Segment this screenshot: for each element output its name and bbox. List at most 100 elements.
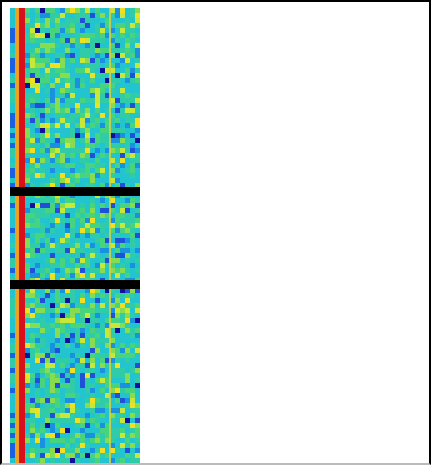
heatmap-cell <box>10 453 15 458</box>
heatmap-cell <box>100 123 105 128</box>
heatmap-cell <box>70 113 75 118</box>
heatmap-cell <box>30 73 35 78</box>
heatmap-cell <box>40 383 45 388</box>
heatmap-cell <box>10 223 15 228</box>
heatmap-cell <box>55 103 60 108</box>
heatmap-cell <box>90 93 95 98</box>
heatmap-cell <box>65 463 70 464</box>
heatmap-cell <box>40 103 45 108</box>
heatmap-cell <box>105 53 110 58</box>
heatmap-cell <box>60 413 65 418</box>
heatmap-cell <box>25 103 30 108</box>
heatmap-cell <box>100 128 105 133</box>
heatmap-cell <box>110 203 115 208</box>
heatmap-cell <box>25 353 30 358</box>
heatmap-cell <box>110 308 115 313</box>
heatmap-cell <box>110 373 115 378</box>
heatmap-cell <box>100 133 105 138</box>
heatmap-cell <box>105 83 110 88</box>
heatmap-cell <box>80 318 85 323</box>
heatmap-cell <box>80 333 85 338</box>
heatmap-cell <box>105 123 110 128</box>
heatmap-cell <box>120 323 125 328</box>
heatmap-cell <box>25 133 30 138</box>
heatmap-cell <box>55 198 60 203</box>
heatmap-cell <box>65 43 70 48</box>
heatmap-cell <box>10 303 15 308</box>
heatmap-cell <box>35 358 40 363</box>
heatmap-cell <box>105 453 110 458</box>
heatmap-cell <box>75 113 80 118</box>
heatmap-cell <box>120 383 125 388</box>
heatmap-cell <box>50 398 55 403</box>
heatmap-cell <box>35 303 40 308</box>
heatmap-cell <box>95 328 100 333</box>
heatmap-cell <box>50 208 55 213</box>
heatmap-cell <box>100 448 105 453</box>
heatmap-cell <box>30 28 35 33</box>
heatmap-cell <box>30 108 35 113</box>
heatmap-cell <box>10 238 15 243</box>
heatmap-cell <box>30 138 35 143</box>
heatmap-cell <box>125 318 130 323</box>
heatmap-cell <box>70 183 75 188</box>
heatmap-cell <box>125 98 130 103</box>
heatmap-cell <box>70 218 75 223</box>
heatmap-cell <box>125 248 130 253</box>
heatmap-cell <box>45 358 50 363</box>
heatmap-cell <box>25 118 30 123</box>
heatmap-cell <box>95 408 100 413</box>
heatmap-cell <box>35 143 40 148</box>
heatmap-cell <box>50 218 55 223</box>
heatmap-cell <box>85 23 90 28</box>
heatmap-cell <box>90 203 95 208</box>
heatmap-cell <box>55 453 60 458</box>
heatmap-cell <box>35 338 40 343</box>
heatmap-cell <box>60 38 65 43</box>
heatmap-cell <box>10 443 15 448</box>
heatmap-cell <box>80 363 85 368</box>
heatmap-cell <box>75 343 80 348</box>
heatmap-cell <box>75 173 80 178</box>
heatmap-cell <box>25 323 30 328</box>
heatmap-cell <box>50 448 55 453</box>
heatmap-cell <box>120 58 125 63</box>
heatmap-cell <box>110 383 115 388</box>
heatmap-cell <box>10 108 15 113</box>
heatmap-cell <box>90 403 95 408</box>
heatmap-cell <box>125 78 130 83</box>
heatmap-cell <box>125 223 130 228</box>
heatmap-cell <box>100 368 105 373</box>
heatmap-cell <box>25 383 30 388</box>
heatmap-cell <box>80 13 85 18</box>
heatmap-cell <box>130 238 135 243</box>
heatmap-cell <box>80 373 85 378</box>
heatmap-cell <box>10 138 15 143</box>
heatmap-cell <box>120 303 125 308</box>
heatmap-cell <box>10 363 15 368</box>
heatmap-cell <box>125 403 130 408</box>
heatmap-cell <box>75 38 80 43</box>
heatmap-cell <box>95 268 100 273</box>
heatmap-cell <box>75 273 80 278</box>
heatmap-cell <box>125 38 130 43</box>
heatmap-cell <box>60 328 65 333</box>
heatmap-cell <box>110 83 115 88</box>
heatmap-cell <box>95 448 100 453</box>
heatmap-cell <box>85 398 90 403</box>
heatmap-cell <box>40 318 45 323</box>
heatmap-cell <box>10 208 15 213</box>
heatmap-cell <box>130 73 135 78</box>
heatmap-cell <box>130 103 135 108</box>
heatmap-cell <box>90 268 95 273</box>
heatmap-cell <box>100 48 105 53</box>
heatmap-cell <box>35 348 40 353</box>
heatmap-cell <box>85 363 90 368</box>
heatmap-cell <box>125 218 130 223</box>
heatmap-cell <box>105 78 110 83</box>
heatmap-cell <box>115 43 120 48</box>
heatmap-cell <box>50 378 55 383</box>
heatmap-cell <box>110 258 115 263</box>
heatmap-cell <box>65 358 70 363</box>
heatmap-cell <box>105 243 110 248</box>
